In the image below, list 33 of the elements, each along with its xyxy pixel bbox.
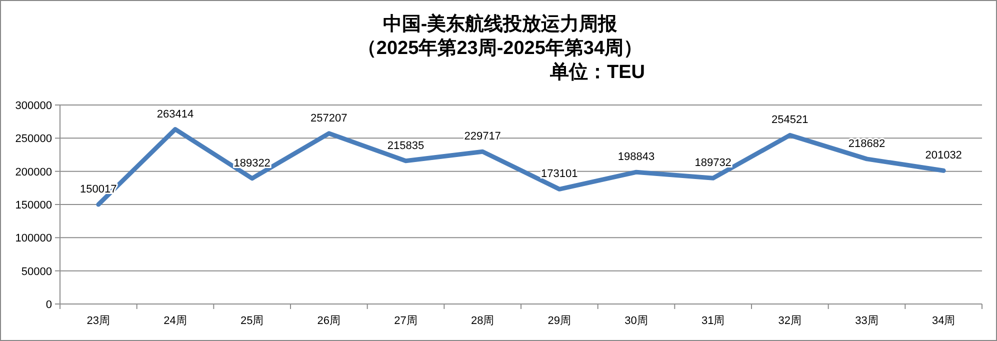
data-label: 189732 [694, 157, 732, 170]
data-label: 229717 [464, 130, 501, 143]
x-tick-label: 23周 [86, 315, 110, 327]
data-label: 257207 [310, 112, 348, 124]
data-label: 218682 [848, 138, 886, 150]
x-tick-label: 24周 [164, 315, 187, 327]
x-tick-label: 34周 [932, 315, 956, 327]
data-label: 198843 [618, 151, 655, 164]
x-tick-label: 26周 [317, 315, 341, 327]
y-tick-label: 250000 [15, 133, 52, 146]
x-tick-label: 29周 [548, 315, 572, 327]
x-tick-label: 27周 [394, 315, 418, 327]
data-label: 189322 [234, 157, 270, 170]
y-tick-label: 150000 [15, 200, 52, 212]
x-tick-label: 32周 [778, 315, 802, 327]
text: 单位：TEU [549, 61, 645, 83]
y-tick-label: 50000 [21, 266, 52, 278]
y-tick-label: 0 [46, 299, 52, 311]
y-tick-label: 300000 [15, 100, 52, 112]
data-label: 201032 [925, 150, 962, 162]
data-label: 254521 [772, 114, 808, 126]
data-label: 173101 [541, 168, 578, 180]
data-label: 215835 [387, 140, 424, 152]
y-tick-label: 100000 [15, 232, 52, 245]
x-tick-label: 28周 [470, 315, 494, 327]
x-tick-label: 31周 [701, 315, 725, 327]
chart-title: 中国-美东航线投放运力周报 [382, 13, 618, 35]
chart-subtitle: （2025年第23周-2025年第34周） [357, 38, 643, 59]
x-tick-label: 30周 [624, 315, 648, 327]
x-tick-label: 25周 [240, 315, 264, 327]
y-tick-label: 200000 [15, 166, 52, 178]
data-label: 263414 [156, 108, 194, 120]
x-tick-label: 33周 [855, 315, 878, 327]
